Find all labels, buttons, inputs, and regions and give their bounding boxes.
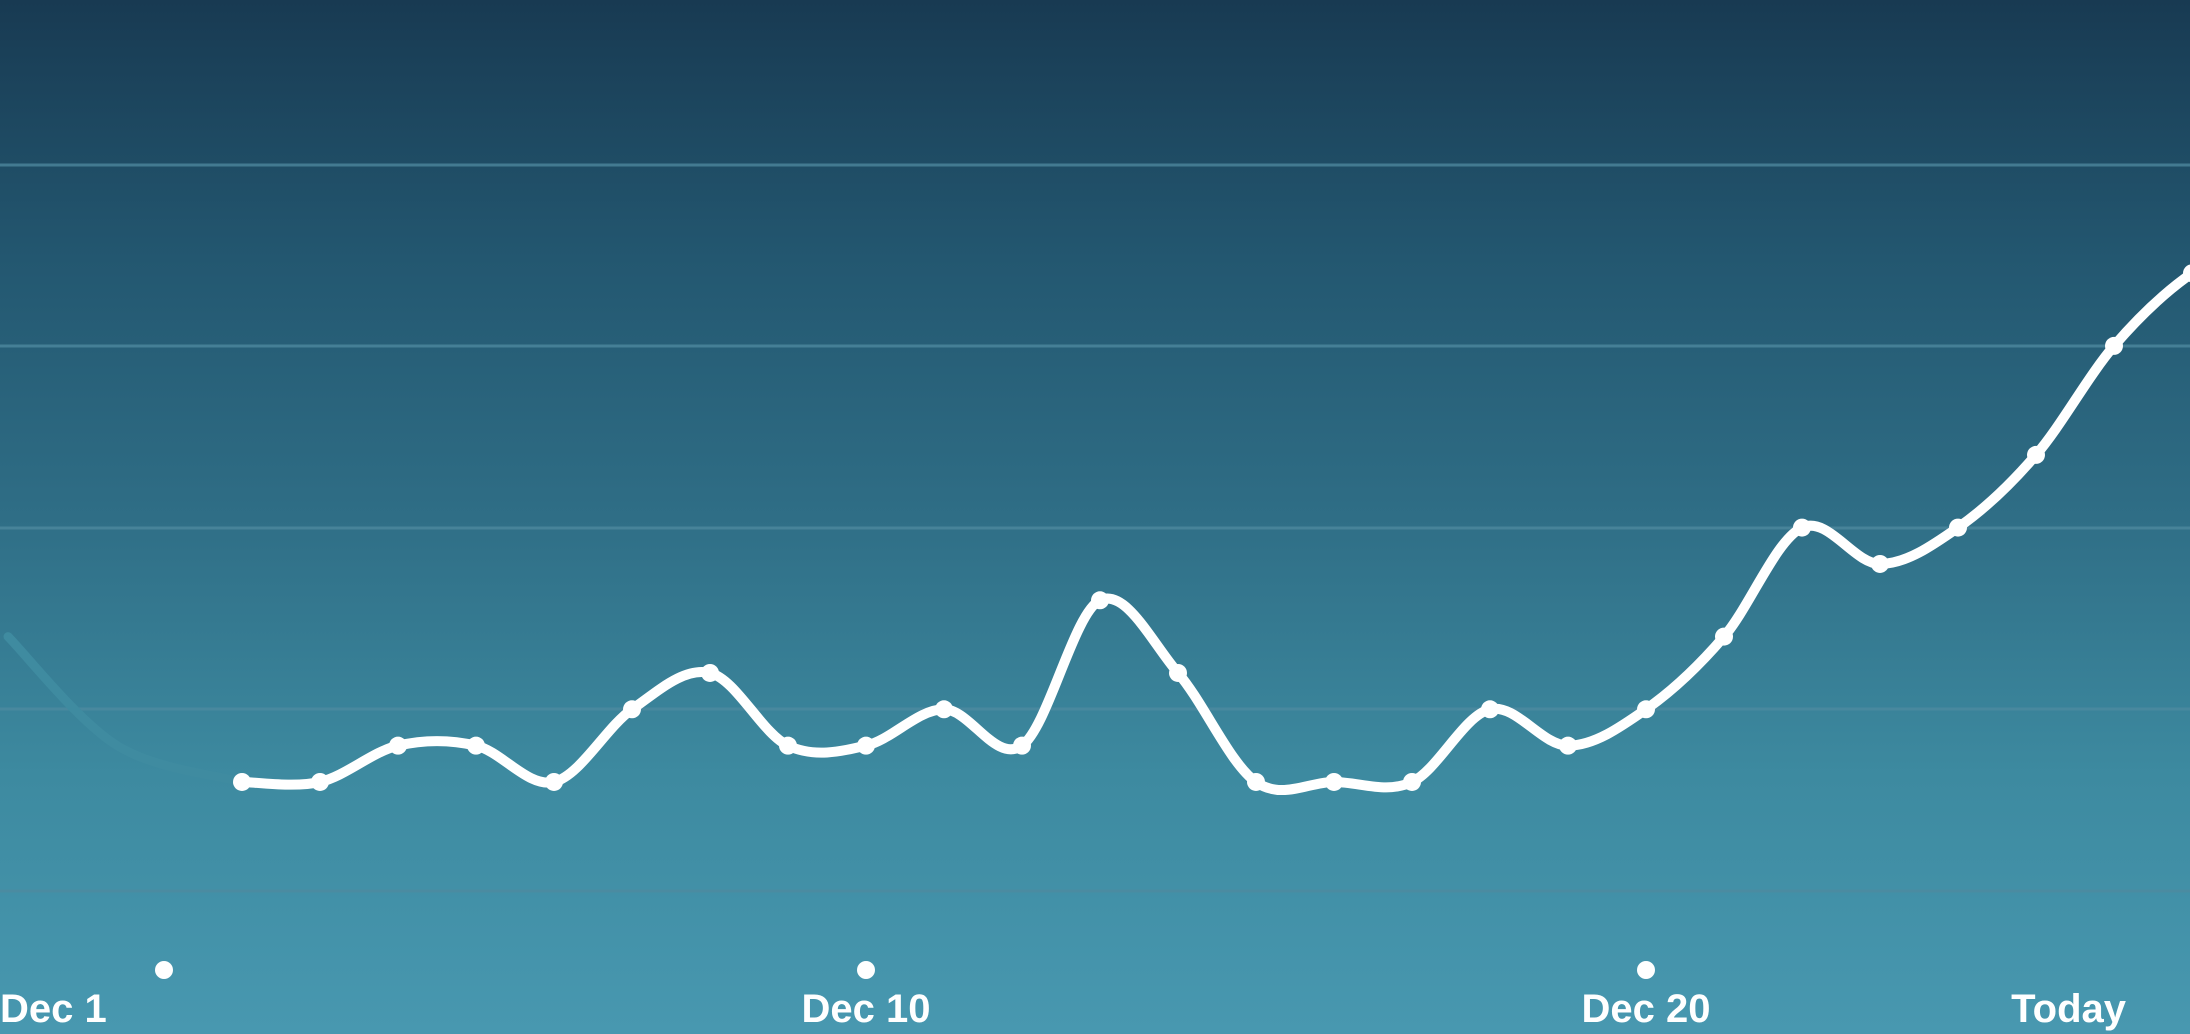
data-point bbox=[935, 700, 953, 719]
data-point bbox=[2105, 336, 2123, 355]
data-point bbox=[1793, 518, 1811, 537]
x-tick-label: Today bbox=[2011, 987, 2127, 1031]
data-point bbox=[1325, 772, 1343, 791]
data-point bbox=[467, 736, 485, 755]
data-point bbox=[1403, 772, 1421, 791]
data-point bbox=[233, 772, 251, 791]
data-point bbox=[1715, 627, 1733, 646]
data-point bbox=[857, 736, 875, 755]
data-point bbox=[623, 700, 641, 719]
data-point bbox=[545, 772, 563, 791]
data-point bbox=[1481, 700, 1499, 719]
data-point bbox=[1091, 591, 1109, 610]
tick-marker bbox=[155, 961, 173, 979]
data-point bbox=[389, 736, 407, 755]
tick-marker bbox=[1637, 961, 1655, 979]
data-point bbox=[311, 772, 329, 791]
data-point bbox=[1637, 700, 1655, 719]
faded-series-line bbox=[3, 632, 247, 787]
x-tick-label: Dec 10 bbox=[802, 987, 931, 1031]
data-point bbox=[2183, 264, 2190, 282]
data-point bbox=[1559, 736, 1577, 755]
x-tick-label: Dec 1 bbox=[0, 987, 107, 1031]
x-tick-label: Dec 20 bbox=[1582, 987, 1711, 1031]
data-point bbox=[1247, 772, 1265, 791]
tick-marker bbox=[857, 961, 875, 979]
data-point bbox=[1949, 518, 1967, 537]
data-point bbox=[701, 663, 719, 682]
data-point bbox=[1013, 736, 1031, 755]
data-point bbox=[779, 736, 797, 755]
series-line bbox=[237, 268, 2190, 795]
data-point bbox=[1169, 663, 1187, 682]
data-point bbox=[2027, 445, 2045, 464]
data-point bbox=[1871, 554, 1889, 573]
